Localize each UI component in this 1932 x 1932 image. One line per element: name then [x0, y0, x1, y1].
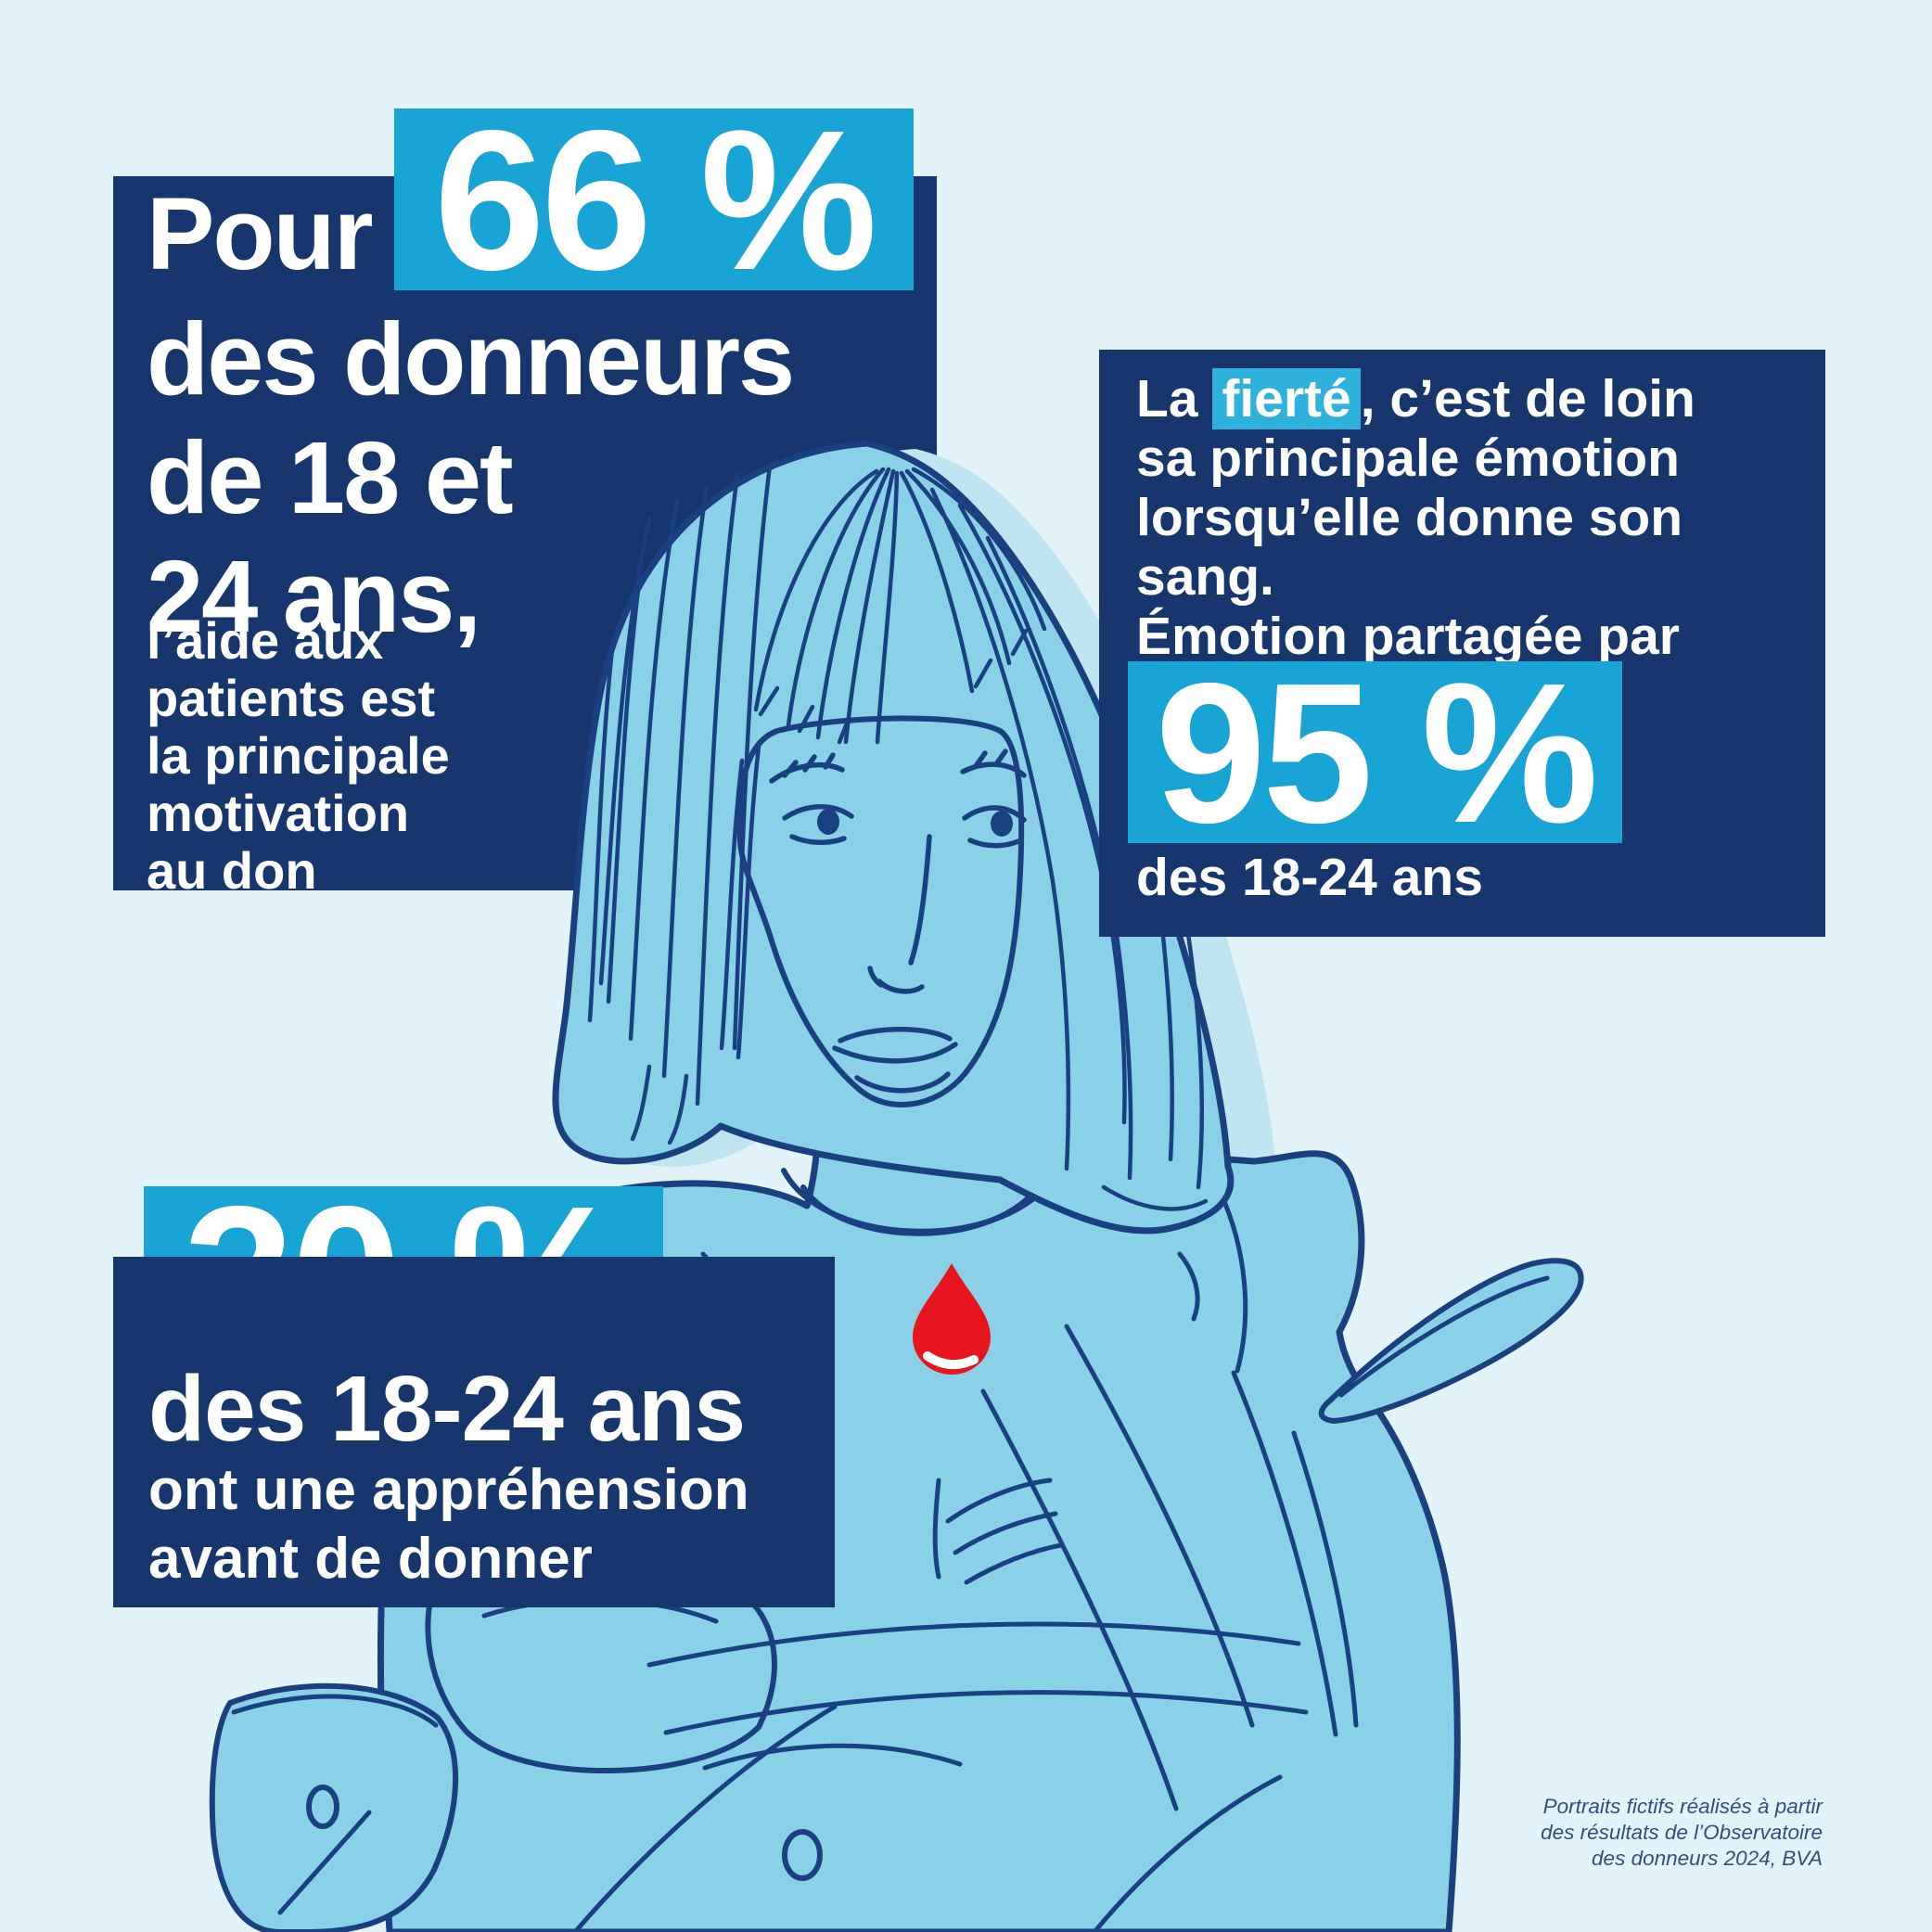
stat-right-value: 95 %	[1155, 640, 1598, 864]
cuff-button	[306, 1785, 339, 1829]
face-features	[769, 748, 1027, 1094]
stat-right-value-chip: 95 %	[1128, 653, 1622, 852]
stat-top-detail-line: motivation	[147, 784, 410, 842]
stat-top-headline: des donneurs de 18 et 24 ans,	[147, 301, 795, 657]
stat-top-value: 66 %	[433, 87, 877, 312]
jacket-sleeve	[1318, 1258, 1584, 1424]
source-note-line: des donneurs 2024, BVA	[1592, 1847, 1823, 1870]
stat-bottom-detail-line: ont une appréhension	[148, 1458, 749, 1522]
stat-top-value-chip: 66 %	[394, 100, 914, 300]
hand	[932, 1478, 1064, 1585]
stat-right-line: lorsqu’elle donne son	[1136, 488, 1683, 547]
stat-right-line1: La fierté, c’est de loin	[1136, 368, 1695, 429]
stat-top-headline-line: de 18 et	[147, 421, 514, 535]
stat-right-line: sa principale émotion	[1136, 429, 1680, 488]
stat-right-caption: des 18-24 ans	[1136, 848, 1483, 907]
left-eye	[782, 804, 854, 821]
stat-right-text: La fierté, c’est de loin sa principale é…	[1136, 368, 1695, 666]
right-eye	[962, 805, 1027, 823]
cuff-button	[782, 1829, 823, 1881]
stat-top-detail-line: patients est	[147, 669, 436, 727]
stat-bottom-detail: ont une appréhension avant de donner	[148, 1456, 749, 1593]
source-note: Portraits fictifs réalisés à partir des …	[1541, 1794, 1823, 1872]
stat-bottom-headline: des 18-24 ans	[148, 1357, 746, 1461]
stat-top-detail-line: au don	[147, 841, 317, 900]
stat-bottom-detail-line: avant de donner	[148, 1527, 593, 1591]
hair-strands	[587, 463, 1209, 1211]
stat-bottom-panel: des 18-24 ans ont une appréhension avant…	[113, 1257, 835, 1607]
stat-top-headline-line: 24 ans,	[147, 540, 481, 654]
stat-top-detail: l’aide aux patients est la principale mo…	[147, 612, 450, 900]
source-note-line: Portraits fictifs réalisés à partir	[1542, 1795, 1823, 1818]
stat-top-detail-line: la principale	[147, 726, 450, 785]
stat-top-intro: Pour	[147, 177, 374, 291]
highlight-fierte: fierté	[1212, 368, 1361, 429]
stat-top-headline-line: des donneurs	[147, 302, 795, 416]
face	[736, 715, 1025, 1107]
stat-right-line: Émotion partagée par	[1136, 607, 1680, 666]
stat-right-line: sang.	[1136, 547, 1274, 607]
mouth	[838, 1027, 953, 1043]
blood-drop-icon	[913, 1263, 991, 1375]
stat-right-panel: La fierté, c’est de loin sa principale é…	[1099, 350, 1825, 937]
nose	[908, 834, 932, 966]
source-note-line: des résultats de l’Observatoire	[1541, 1821, 1823, 1844]
stat-top-detail-line: l’aide aux	[147, 611, 384, 670]
